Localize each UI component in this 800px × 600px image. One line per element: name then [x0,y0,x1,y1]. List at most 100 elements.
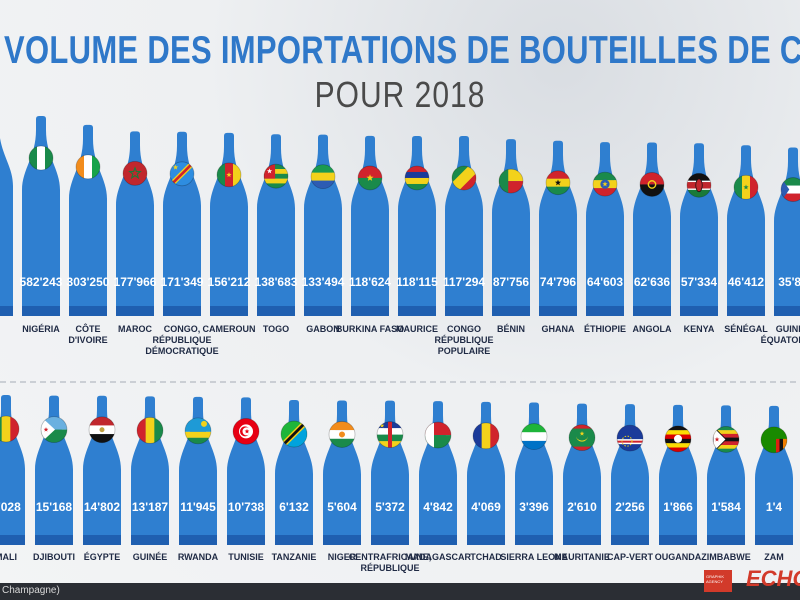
bottle-body [22,116,60,316]
flag-centrafrique-icon [376,421,404,449]
bottle-base [659,535,697,545]
bottle-base [563,535,601,545]
bottle-body [611,404,649,545]
category-label: MAURITANIE [554,552,610,562]
bottle-base [398,306,436,316]
value-label: 35'88 [778,275,800,289]
bottle-base [633,306,671,316]
bottle-base [492,306,530,316]
value-label: 64'603 [587,275,624,289]
bottle-base [116,306,154,316]
bottle: 118'115 MAURICE [396,135,438,334]
bottle-body [131,396,169,545]
flag-cameroun-icon [216,162,242,188]
value-label: 11'945 [180,500,216,514]
bottle: 35'88 GUINÉEÉQUATORIALE [761,147,800,345]
category-label: SÉNÉGAL [724,324,768,334]
value-label: 5'372 [375,500,405,514]
value-label: 133'494 [302,275,345,289]
flag-sierra-leone-icon [520,423,548,450]
bottle: 46'412 SÉNÉGAL [724,145,768,334]
value-label: 118'115 [396,275,438,289]
bottle: 57'334 KENYA [680,143,718,334]
bottle-base [774,306,800,316]
bottle-base [131,535,169,545]
bottle: 177'966 MAROC [114,131,157,334]
category-label: CÔTE D'IVOIRE [68,323,107,345]
bottle-base [351,306,389,316]
category-label: BURKINA FASO [336,324,404,334]
bottle: 87'756 BÉNIN [492,139,530,334]
echo-logo: ECHO [746,566,800,591]
bottle-base [515,535,553,545]
category-label: MAURICE [396,324,438,334]
value-label: 1'584 [711,500,741,514]
category-label: GHANA [542,324,575,334]
bottle: 1'866 OUGANDA [655,404,702,562]
value-label: 4'069 [471,500,501,514]
bottle-base [83,535,121,545]
bottle: 4'842 MADAGASCAR [405,401,471,562]
bottle-base [227,535,265,545]
bottle-body [227,397,265,545]
flag-senegal-icon [733,174,759,200]
agency-logo-box: GRAPHIK AGENCY [704,570,732,592]
flag-cote-divoire-icon [75,154,101,180]
bottle-base [163,306,201,316]
bottle-base [22,306,60,316]
bottle [0,137,13,316]
category-label: ZAM [764,552,784,562]
bottle: 7'028 MALI [0,395,25,562]
bottle-base [727,306,765,316]
bottle: 118'624 BURKINA FASO [336,135,404,334]
value-label: 14'802 [84,500,121,514]
bottle: 10'738 TUNISIE [227,397,265,562]
bottle: 62'636 ANGOLA [633,142,672,334]
category-label: MALI [0,552,17,562]
bottle: 156'212 CAMEROUN [203,132,256,334]
flag-benin-icon [498,168,524,194]
bottle: 13'187 GUINÉE [131,396,169,562]
category-label: TUNISIE [228,552,264,562]
bottle: 74'796 GHANA [539,140,577,334]
value-label: 156'212 [208,275,251,289]
flag-ghana-icon [545,170,571,196]
bottle: 133'494 GABON [302,134,345,334]
value-label: 138'683 [255,275,298,289]
category-label: CENTRAFRICAINE, RÉPUBLIQUE [349,552,432,573]
bottle: 4'069 TCHAD [467,401,505,562]
flag-kenya-icon [686,172,712,198]
category-label: TCHAD [470,552,502,562]
bottle-base [210,306,248,316]
bottle-body [35,395,73,545]
value-label: 5'604 [327,500,357,514]
category-label: ÉTHIOPIE [584,324,626,334]
flag-ethiopie-icon [592,171,618,197]
category-label: KENYA [684,324,715,334]
category-label: GUINÉE [133,552,168,562]
bottle-body [633,142,671,316]
bottle-body [419,401,457,545]
bottle-body [727,145,765,316]
bottle-body [275,400,313,545]
value-label: 57'334 [681,275,718,289]
flag-maurice-icon [404,165,430,191]
bottle-body [0,137,13,316]
flag-rdc-icon [169,161,195,187]
value-label: 117'294 [443,275,486,289]
flag-angola-icon [639,172,665,197]
category-label: GUINÉEÉQUATORIALE [761,324,800,345]
category-label: BÉNIN [497,324,525,334]
row-top: 582'243 NIGÉRIA 303'250 CÔTE D'IVOIRE 177'966… [0,116,800,356]
value-label: 1'866 [663,500,693,514]
bottle-base [179,535,217,545]
flag-madagascar-icon [424,421,452,449]
bottle-body [539,140,577,316]
bottle-body [515,402,553,545]
category-label: CONGO, RÉPUBLIQUE DÉMOCRATIQUE [145,324,218,356]
bottle-body [707,405,745,545]
category-label: RWANDA [178,552,219,562]
flag-mali-icon [0,415,20,443]
flag-burkina-faso-icon [357,165,383,191]
bottle: 6'132 TANZANIE [272,400,316,562]
